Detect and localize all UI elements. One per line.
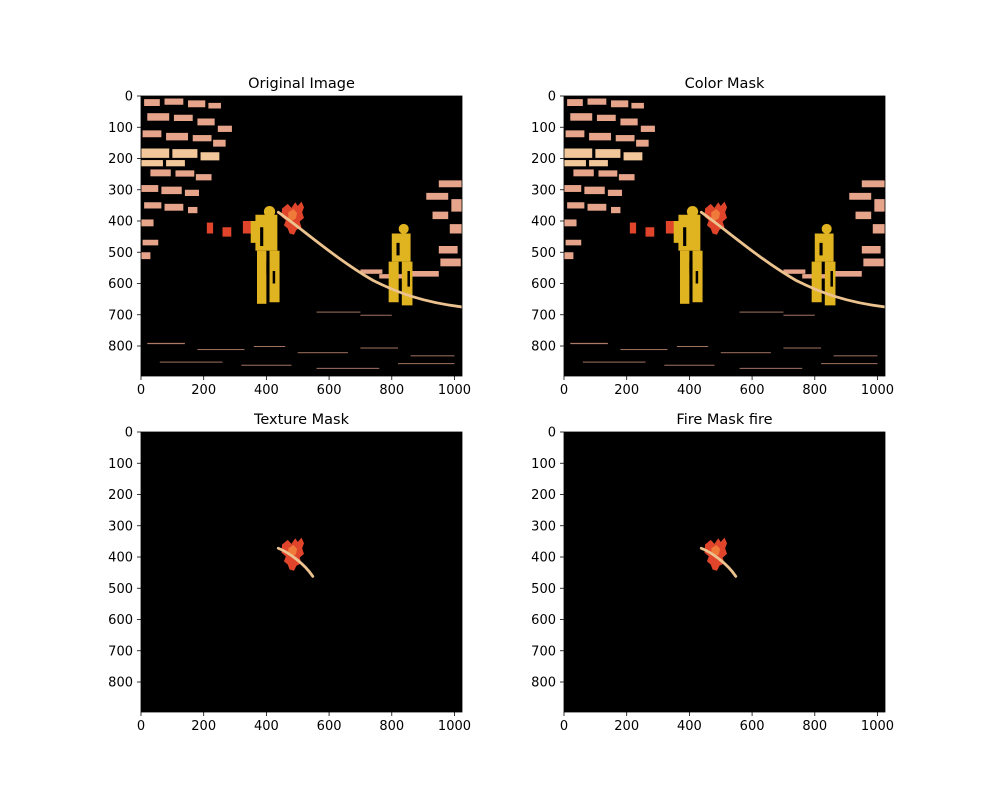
y-tick-label: 800 xyxy=(531,676,556,691)
y-tick-label: 800 xyxy=(108,340,133,355)
y-tick-label: 300 xyxy=(108,519,133,534)
y-tick-label: 300 xyxy=(108,183,133,198)
y-tick-label: 0 xyxy=(125,90,133,105)
image-area xyxy=(141,96,462,376)
x-tick-label: 0 xyxy=(137,719,145,734)
x-tick-label: 400 xyxy=(677,719,702,734)
x-tick-label: 200 xyxy=(614,383,639,398)
y-tick-label: 800 xyxy=(108,676,133,691)
y-tick-label: 100 xyxy=(531,457,556,472)
y-tick-label: 200 xyxy=(108,152,133,167)
y-tick-label: 300 xyxy=(531,183,556,198)
y-tick-label: 0 xyxy=(548,426,556,441)
y-tick-label: 200 xyxy=(108,488,133,503)
x-tick-label: 800 xyxy=(802,719,827,734)
subplot-title: Texture Mask xyxy=(253,412,350,428)
image-area xyxy=(564,432,885,712)
y-tick-label: 500 xyxy=(108,582,133,597)
y-tick-label: 200 xyxy=(531,488,556,503)
x-tick-label: 400 xyxy=(677,383,702,398)
y-tick-label: 500 xyxy=(531,246,556,261)
subplot-title: Original Image xyxy=(248,76,355,92)
y-tick-label: 400 xyxy=(108,215,133,230)
x-tick-label: 1000 xyxy=(438,719,471,734)
y-tick-label: 600 xyxy=(108,613,133,628)
axes-frame xyxy=(140,95,463,377)
axes-frame xyxy=(140,431,463,713)
subplot-title: Color Mask xyxy=(685,76,765,92)
y-tick-label: 100 xyxy=(108,457,133,472)
image-area xyxy=(141,432,462,712)
x-tick-label: 200 xyxy=(614,719,639,734)
y-tick-label: 700 xyxy=(108,644,133,659)
y-tick-label: 0 xyxy=(125,426,133,441)
y-tick-label: 0 xyxy=(548,90,556,105)
y-tick-label: 700 xyxy=(531,644,556,659)
y-tick-label: 600 xyxy=(531,613,556,628)
y-tick-label: 200 xyxy=(531,152,556,167)
y-tick-label: 800 xyxy=(531,340,556,355)
x-tick-label: 200 xyxy=(191,719,216,734)
x-tick-label: 600 xyxy=(740,719,765,734)
subplot-2: Color Mask 0 200 400 600 800 1000 0 100 200 300 400… xyxy=(531,76,894,398)
y-tick-label: 600 xyxy=(108,277,133,292)
y-tick-label: 700 xyxy=(531,308,556,323)
x-tick-label: 600 xyxy=(317,383,342,398)
y-tick-label: 100 xyxy=(108,121,133,136)
x-tick-label: 0 xyxy=(137,383,145,398)
y-tick-label: 500 xyxy=(531,582,556,597)
axes-frame xyxy=(563,431,886,713)
y-tick-label: 700 xyxy=(108,308,133,323)
x-tick-label: 0 xyxy=(560,719,568,734)
x-tick-label: 1000 xyxy=(438,383,471,398)
axes-frame xyxy=(563,95,886,377)
x-tick-label: 800 xyxy=(379,719,404,734)
y-tick-label: 400 xyxy=(531,551,556,566)
x-tick-label: 800 xyxy=(379,383,404,398)
x-tick-label: 0 xyxy=(560,383,568,398)
y-tick-label: 600 xyxy=(531,277,556,292)
x-tick-label: 400 xyxy=(254,383,279,398)
x-tick-label: 800 xyxy=(802,383,827,398)
y-tick-label: 100 xyxy=(531,121,556,136)
x-tick-label: 1000 xyxy=(861,719,894,734)
x-tick-label: 400 xyxy=(254,719,279,734)
subplot-title: Fire Mask fire xyxy=(676,412,772,428)
x-tick-label: 1000 xyxy=(861,383,894,398)
subplot-4: Fire Mask fire 0 200 400 600 800 1000 0 100 200 30… xyxy=(531,412,894,734)
x-tick-label: 600 xyxy=(317,719,342,734)
image-area xyxy=(564,96,885,376)
subplot-1: Original Image 0 200 400 600 800 1000 0 100 200 30… xyxy=(108,76,471,398)
subplot-3: Texture Mask 0 200 400 600 800 1000 0 100 200 300 4… xyxy=(108,412,471,734)
y-tick-label: 400 xyxy=(531,215,556,230)
y-tick-label: 400 xyxy=(108,551,133,566)
y-tick-label: 500 xyxy=(108,246,133,261)
x-tick-label: 600 xyxy=(740,383,765,398)
y-tick-label: 300 xyxy=(531,519,556,534)
x-tick-label: 200 xyxy=(191,383,216,398)
